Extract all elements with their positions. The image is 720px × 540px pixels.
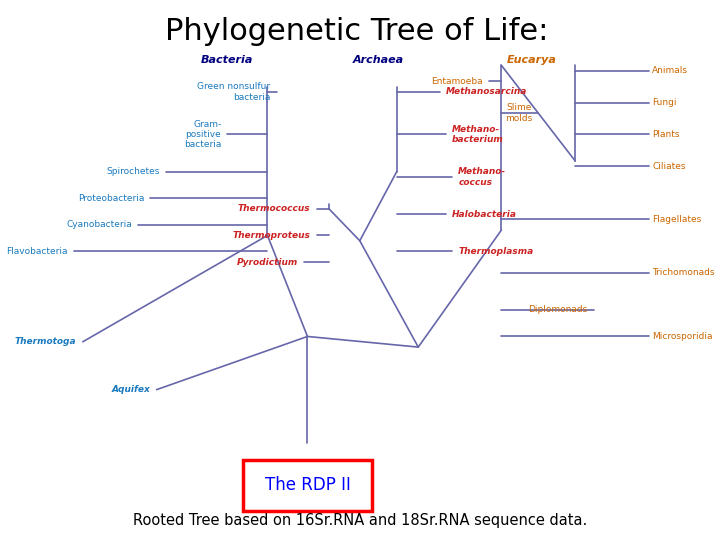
Text: Plants: Plants bbox=[652, 130, 680, 139]
Text: Thermococcus: Thermococcus bbox=[238, 204, 310, 213]
Text: Spirochetes: Spirochetes bbox=[107, 167, 160, 176]
Text: Pyrodictium: Pyrodictium bbox=[237, 258, 298, 267]
Text: Aquifex: Aquifex bbox=[112, 385, 150, 394]
Text: Archaea: Archaea bbox=[353, 55, 404, 65]
Text: Gram-
positive
bacteria: Gram- positive bacteria bbox=[184, 119, 221, 150]
Text: Entamoeba: Entamoeba bbox=[431, 77, 483, 86]
Text: Microsporidia: Microsporidia bbox=[652, 332, 713, 341]
Text: Trichomonads: Trichomonads bbox=[652, 268, 715, 277]
Text: Slime
molds: Slime molds bbox=[505, 104, 532, 123]
FancyBboxPatch shape bbox=[243, 460, 372, 511]
Text: Methano-
bacterium: Methano- bacterium bbox=[452, 125, 504, 144]
Text: Animals: Animals bbox=[652, 66, 688, 75]
Text: Halobacteria: Halobacteria bbox=[452, 210, 517, 219]
Text: Cyanobacteria: Cyanobacteria bbox=[66, 220, 132, 230]
Text: Eucarya: Eucarya bbox=[507, 55, 557, 65]
Text: Ciliates: Ciliates bbox=[652, 162, 685, 171]
Text: Diplomonads: Diplomonads bbox=[528, 306, 588, 314]
Text: Methanosarcina: Methanosarcina bbox=[446, 87, 527, 97]
Text: Fungi: Fungi bbox=[652, 98, 677, 107]
Text: Green nonsulfur
bacteria: Green nonsulfur bacteria bbox=[197, 82, 271, 102]
Text: Thermotoga: Thermotoga bbox=[15, 338, 76, 346]
Text: Phylogenetic Tree of Life:: Phylogenetic Tree of Life: bbox=[165, 17, 549, 46]
Text: Rooted Tree based on 16Sr.RNA and 18Sr.RNA sequence data.: Rooted Tree based on 16Sr.RNA and 18Sr.R… bbox=[133, 513, 587, 528]
Text: The RDP II: The RDP II bbox=[264, 476, 351, 494]
Text: Proteobacteria: Proteobacteria bbox=[78, 194, 144, 202]
Text: Flavobacteria: Flavobacteria bbox=[6, 247, 68, 256]
Text: Methano-
coccus: Methano- coccus bbox=[458, 167, 506, 187]
Text: Bacteria: Bacteria bbox=[202, 55, 253, 65]
Text: Thermoproteus: Thermoproteus bbox=[233, 231, 310, 240]
Text: Flagellates: Flagellates bbox=[652, 215, 701, 224]
Text: Thermoplasma: Thermoplasma bbox=[458, 247, 534, 256]
